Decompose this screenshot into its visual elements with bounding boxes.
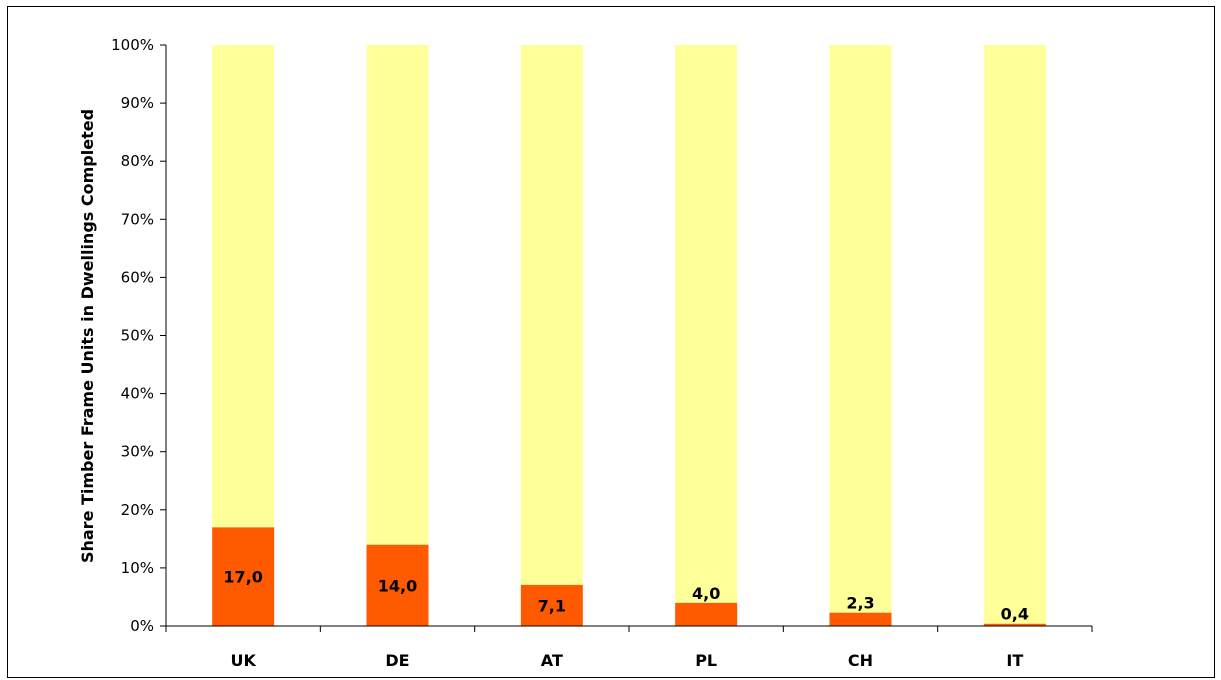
y-tick-label: 60%: [121, 268, 154, 286]
y-tick-label: 90%: [121, 94, 154, 112]
data-label-ch: 2,3: [846, 594, 874, 613]
y-tick-label: 70%: [121, 210, 154, 228]
x-tick-label-de: DE: [385, 651, 409, 670]
x-tick-label-ch: CH: [848, 651, 873, 670]
y-tick-label: 80%: [121, 152, 154, 170]
y-axis-label: Share Timber Frame Units in Dwellings Co…: [78, 109, 97, 563]
bar-pl-series-2: [675, 45, 738, 603]
y-tick-label: 10%: [121, 559, 154, 577]
y-tick-label: 20%: [121, 501, 154, 519]
axes-group: 0% 10% 20% 30% 40% 50% 60% 70% 80% 90% 100% UK DE AT P…: [111, 36, 1093, 670]
y-tick-label: 0%: [130, 617, 154, 635]
data-label-uk: 17,0: [223, 568, 262, 587]
bar-ch-series-1: [829, 612, 892, 626]
y-tick-label: 30%: [121, 443, 154, 461]
bar-at-series-1: [520, 584, 583, 626]
y-tick-label: 50%: [121, 327, 154, 345]
data-label-it: 0,4: [1001, 605, 1029, 624]
bar-de-series-1: [366, 544, 429, 626]
bars-group: 17,0 14,0 7,1 4,0 2,3 0,4: [212, 45, 1046, 626]
data-label-de: 14,0: [378, 576, 417, 595]
data-label-at: 7,1: [538, 596, 566, 615]
bar-it-series-1: [983, 623, 1046, 626]
x-tick-label-pl: PL: [695, 651, 717, 670]
y-tick-label: 100%: [111, 36, 154, 54]
bar-uk-series-1: [212, 527, 275, 626]
bar-pl-series-1: [675, 602, 738, 626]
bar-it-series-2: [983, 45, 1046, 624]
bar-ch-series-2: [829, 45, 892, 613]
y-tick-label: 40%: [121, 385, 154, 403]
data-label-pl: 4,0: [692, 584, 720, 603]
chart-frame: [7, 6, 1215, 678]
x-tick-label-it: IT: [1006, 651, 1023, 670]
bar-at-series-2: [520, 45, 583, 585]
x-tick-label-uk: UK: [230, 651, 256, 670]
x-tick-label-at: AT: [541, 651, 563, 670]
bar-uk-series-2: [212, 45, 275, 528]
bar-de-series-2: [366, 45, 429, 545]
